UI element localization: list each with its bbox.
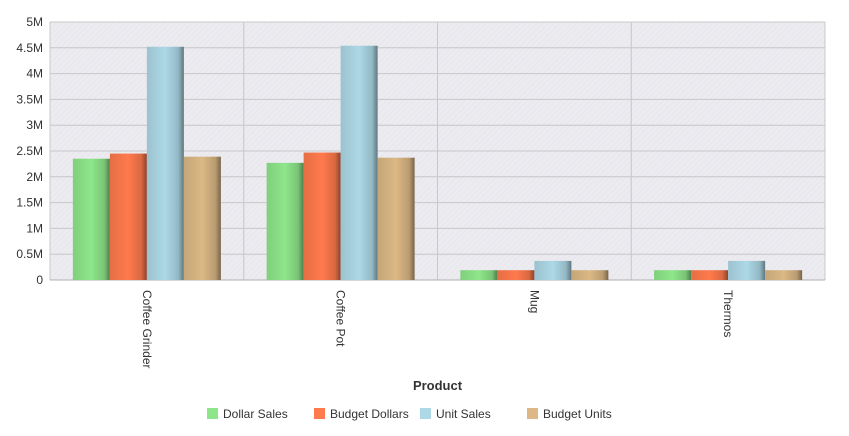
bar-unit-sales-mug[interactable] xyxy=(534,260,572,280)
x-category-label: Mug xyxy=(527,290,541,313)
bar-dollar-sales-thermos[interactable] xyxy=(654,270,692,280)
x-category-label: Coffee Grinder xyxy=(140,290,154,369)
bar-dollar-sales-mug[interactable] xyxy=(460,270,498,280)
bar-dollar-sales-coffee-grinder[interactable] xyxy=(72,158,110,280)
y-tick-label: 1.5M xyxy=(16,196,43,210)
y-tick-label: 4.5M xyxy=(16,41,43,55)
legend-label: Unit Sales xyxy=(436,407,491,421)
y-tick-label: 0.5M xyxy=(16,247,43,261)
bar-unit-sales-coffee-pot[interactable] xyxy=(340,45,378,281)
y-tick-label: 4M xyxy=(26,67,43,81)
legend-label: Dollar Sales xyxy=(223,407,288,421)
bar-budget-units-thermos[interactable] xyxy=(765,270,803,280)
y-tick-label: 5M xyxy=(26,15,43,29)
legend-label: Budget Dollars xyxy=(330,407,409,421)
x-category-label: Coffee Pot xyxy=(334,290,348,347)
legend-swatch xyxy=(527,408,538,419)
y-tick-label: 2.5M xyxy=(16,144,43,158)
legend-label: Budget Units xyxy=(543,407,612,421)
bar-budget-dollars-coffee-grinder[interactable] xyxy=(109,153,147,280)
bar-budget-dollars-thermos[interactable] xyxy=(691,270,729,280)
y-axis-tick-labels: 0 0.5M 1M 1.5M 2M 2.5M 3M 3.5M 4M 4.5M 5M xyxy=(16,15,43,287)
legend: Dollar Sales Budget Dollars Unit Sales Budg… xyxy=(207,407,612,421)
bars xyxy=(72,45,803,281)
y-tick-label: 2M xyxy=(26,170,43,184)
legend-swatch xyxy=(207,408,218,419)
bar-budget-units-mug[interactable] xyxy=(571,270,609,280)
y-tick-label: 1M xyxy=(26,221,43,235)
x-category-label: Thermos xyxy=(721,290,735,337)
bar-budget-units-coffee-pot[interactable] xyxy=(377,157,415,280)
legend-swatch xyxy=(420,408,431,419)
y-tick-label: 3M xyxy=(26,118,43,132)
bar-budget-dollars-coffee-pot[interactable] xyxy=(303,152,341,280)
legend-swatch xyxy=(314,408,325,419)
bar-unit-sales-thermos[interactable] xyxy=(728,260,766,280)
x-axis-title: Product xyxy=(413,378,463,393)
y-tick-label: 3.5M xyxy=(16,92,43,106)
bar-dollar-sales-coffee-pot[interactable] xyxy=(266,162,304,280)
bar-budget-units-coffee-grinder[interactable] xyxy=(183,156,221,280)
bar-unit-sales-coffee-grinder[interactable] xyxy=(146,46,184,280)
bar-budget-dollars-mug[interactable] xyxy=(497,270,535,280)
y-tick-label: 0 xyxy=(36,273,43,287)
x-axis-category-labels: Coffee Grinder Coffee Pot Mug Thermos xyxy=(140,290,735,369)
